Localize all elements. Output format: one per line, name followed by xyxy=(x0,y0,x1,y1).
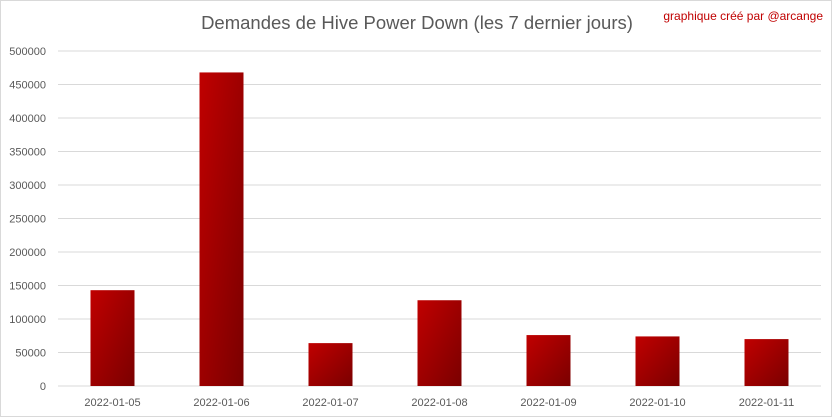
y-tick-label: 100000 xyxy=(9,314,46,326)
chart-credit: graphique créé par @arcange xyxy=(663,9,823,23)
y-tick-label: 350000 xyxy=(9,147,46,159)
bar-2022-01-08 xyxy=(417,300,462,386)
gridlines xyxy=(58,50,821,387)
y-tick-label: 400000 xyxy=(9,113,46,125)
y-tick-label: 150000 xyxy=(9,281,46,293)
bar-2022-01-07 xyxy=(308,343,353,386)
y-axis: 0 50000 100000 150000 200000 250000 300000 3500… xyxy=(9,46,46,393)
bar-2022-01-05 xyxy=(90,290,135,386)
bar-2022-01-06 xyxy=(199,72,244,386)
chart-title: Demandes de Hive Power Down (les 7 derni… xyxy=(201,12,633,33)
bar-2022-01-10 xyxy=(635,336,680,386)
y-tick-label: 0 xyxy=(40,381,46,393)
y-tick-label: 450000 xyxy=(9,80,46,92)
x-tick-label: 2022-01-07 xyxy=(302,397,358,409)
y-tick-label: 200000 xyxy=(9,247,46,259)
x-tick-label: 2022-01-08 xyxy=(411,397,467,409)
x-tick-label: 2022-01-09 xyxy=(520,397,576,409)
x-tick-label: 2022-01-06 xyxy=(193,397,249,409)
x-axis: 2022-01-05 2022-01-06 2022-01-07 2022-01-08… xyxy=(84,397,794,409)
bars xyxy=(90,72,789,386)
bar-2022-01-09 xyxy=(526,335,571,386)
y-tick-label: 50000 xyxy=(15,348,46,360)
x-tick-label: 2022-01-11 xyxy=(739,397,794,409)
y-tick-label: 250000 xyxy=(9,214,46,226)
x-tick-label: 2022-01-10 xyxy=(629,397,685,409)
y-tick-label: 500000 xyxy=(9,46,46,58)
x-tick-label: 2022-01-05 xyxy=(84,397,140,409)
bar-2022-01-11 xyxy=(744,339,789,386)
y-tick-label: 300000 xyxy=(9,180,46,192)
